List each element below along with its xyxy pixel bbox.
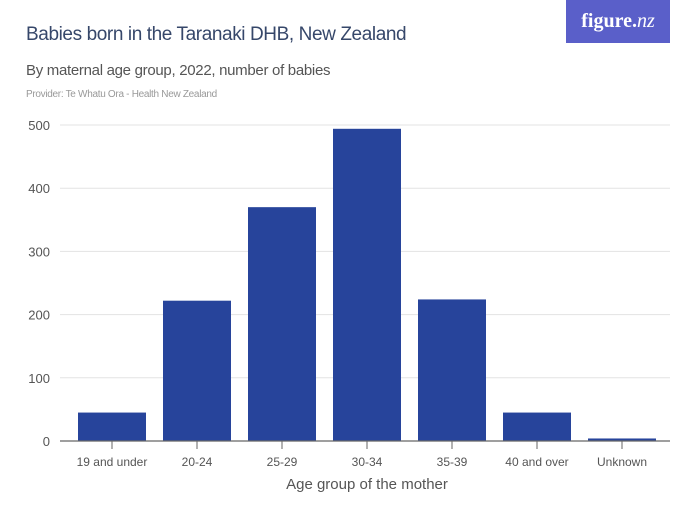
x-tick-label: 35-39: [437, 455, 468, 469]
x-axis-label: Age group of the mother: [286, 476, 448, 493]
x-tick-label: 19 and under: [77, 455, 148, 469]
x-tick-label: 20-24: [182, 455, 213, 469]
bar-35-39: [418, 299, 486, 441]
provider-note: Provider: Te Whatu Ora - Health New Zeal…: [26, 89, 217, 100]
x-tick-label: 25-29: [267, 455, 298, 469]
x-tick-label: 40 and over: [505, 455, 568, 469]
bar-20-24: [163, 300, 231, 441]
bar-25-29: [248, 207, 316, 441]
chart-title: Babies born in the Taranaki DHB, New Zea…: [26, 24, 407, 45]
bar-unknown: [588, 438, 656, 441]
bar-40-and-over: [503, 412, 571, 441]
y-tick-label: 300: [28, 244, 50, 259]
bar-30-34: [333, 128, 401, 442]
figure-nz-logo[interactable]: figure.nz: [566, 0, 670, 43]
bar-19-and-under: [78, 412, 146, 441]
y-tick-label: 0: [43, 434, 50, 449]
x-tick-label: Unknown: [597, 455, 647, 469]
y-tick-label: 400: [28, 181, 50, 196]
y-tick-label: 500: [28, 118, 50, 133]
x-tick-label: 30-34: [352, 455, 383, 469]
y-tick-label: 200: [28, 308, 50, 323]
chart-subtitle: By maternal age group, 2022, number of b…: [26, 62, 331, 79]
y-tick-label: 100: [28, 371, 50, 386]
